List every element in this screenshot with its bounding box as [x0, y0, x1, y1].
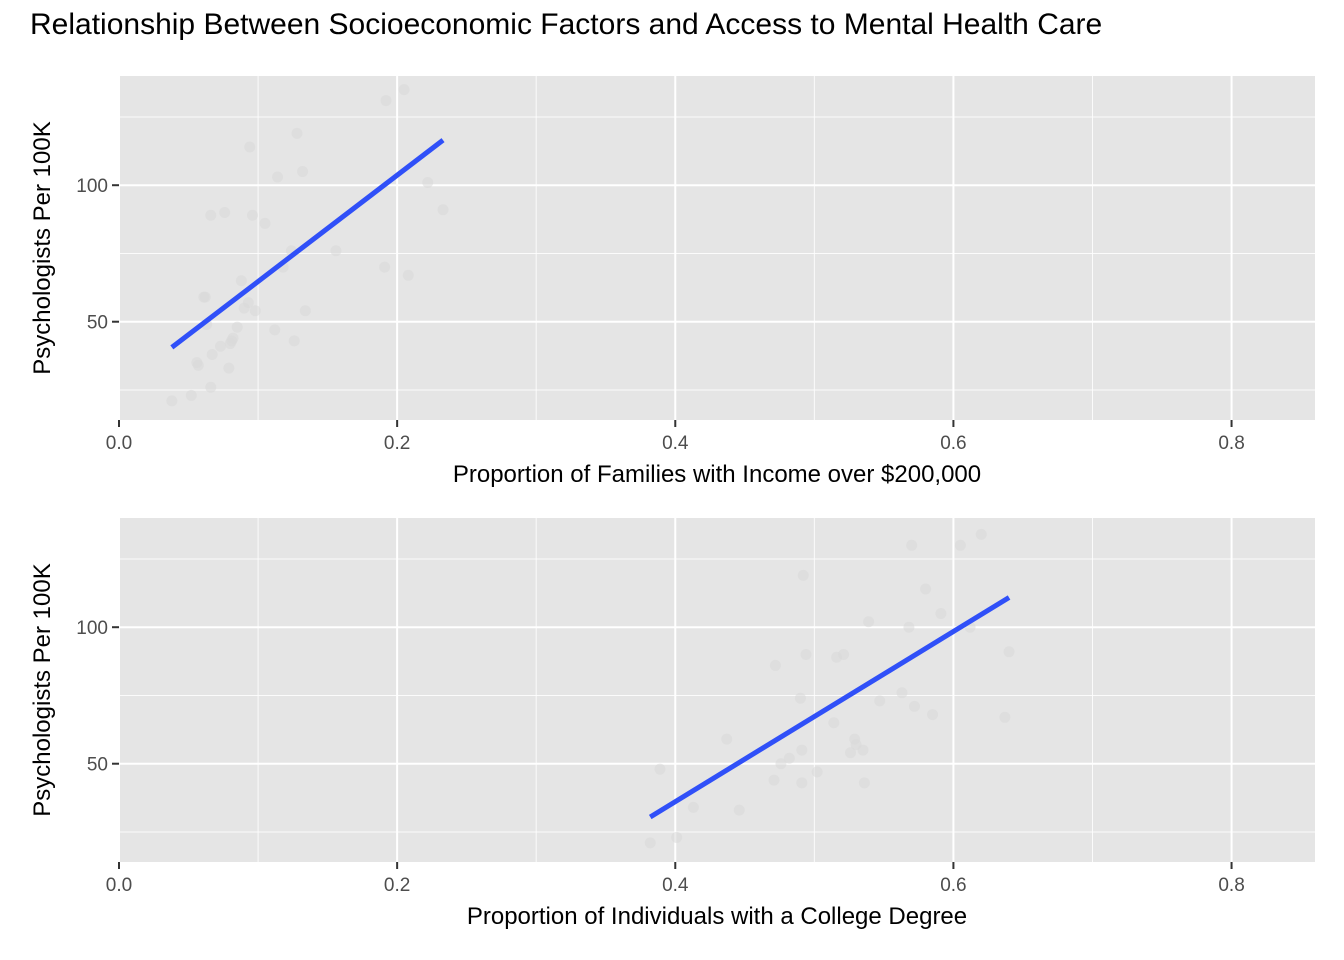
regression-line [170, 138, 445, 350]
y-axis-title: Psychologists Per 100K [29, 121, 56, 374]
data-point [247, 209, 259, 221]
data-point [242, 297, 254, 309]
data-point [863, 616, 875, 628]
data-point [796, 777, 808, 789]
data-point [906, 539, 918, 551]
data-point [768, 774, 780, 786]
data-point [223, 362, 235, 374]
y-axis-title: Psychologists Per 100K [29, 563, 56, 816]
plot-background [119, 518, 1315, 862]
data-point [1003, 646, 1015, 658]
x-tick-label: 0.2 [384, 433, 410, 454]
x-tick-label: 0.4 [662, 433, 689, 454]
data-point [733, 804, 745, 816]
y-tick-label: 100 [76, 618, 108, 639]
x-axis-title: Proportion of Individuals with a College… [467, 903, 967, 930]
x-tick-label: 0.4 [662, 875, 689, 896]
x-axis-title: Proportion of Families with Income over … [453, 461, 981, 488]
chart-title: Relationship Between Socioeconomic Facto… [30, 8, 1103, 41]
data-point [330, 245, 342, 257]
data-point [687, 801, 699, 813]
data-point [954, 539, 966, 551]
data-point [299, 305, 311, 317]
x-tick-label: 0.2 [384, 875, 410, 896]
data-point [975, 528, 987, 540]
data-point [205, 381, 217, 393]
data-point [288, 335, 300, 347]
panel-1: 0.0 0.2 0.4 0.6 0.8 50 100 Proportion of Famili… [29, 76, 1315, 488]
x-tick-label: 0.6 [940, 875, 966, 896]
data-point [644, 837, 656, 849]
plot-background [119, 76, 1315, 420]
regression-line [648, 595, 1011, 820]
data-point [794, 692, 806, 704]
data-point [249, 305, 261, 317]
data-point [402, 269, 414, 281]
data-point [185, 389, 197, 401]
panel-2: 0.0 0.2 0.4 0.6 0.8 50 100 Proportion of Indivi… [29, 518, 1315, 930]
data-point [297, 166, 309, 178]
data-point [166, 395, 178, 407]
data-point [235, 275, 247, 287]
data-point [259, 217, 271, 229]
data-point [800, 649, 812, 661]
data-point [422, 176, 434, 188]
data-point [219, 207, 231, 219]
data-point [935, 608, 947, 620]
data-point [927, 709, 939, 721]
data-point [769, 659, 781, 671]
data-point [206, 348, 218, 360]
data-point [721, 733, 733, 745]
data-point [671, 831, 683, 843]
data-point [227, 332, 239, 344]
data-point [828, 717, 840, 729]
data-point [775, 758, 787, 770]
data-point [272, 171, 284, 183]
data-point [398, 84, 410, 96]
data-point [291, 127, 303, 139]
data-point [231, 321, 243, 333]
y-tick-label: 50 [87, 313, 108, 334]
data-point [379, 261, 391, 273]
data-point [908, 700, 920, 712]
data-point [192, 359, 204, 371]
x-tick-label: 0.0 [106, 433, 132, 454]
data-point [857, 744, 869, 756]
data-point [797, 569, 809, 581]
data-point [215, 340, 227, 352]
data-point [999, 711, 1011, 723]
data-point [838, 649, 850, 661]
data-point [874, 695, 886, 707]
data-point [437, 204, 449, 216]
data-point [205, 209, 217, 221]
data-point [380, 95, 392, 107]
data-point [244, 141, 256, 153]
data-point [783, 752, 795, 764]
x-tick-label: 0.8 [1218, 433, 1244, 454]
data-point [199, 291, 211, 303]
y-tick-label: 100 [76, 176, 108, 197]
data-point [796, 744, 808, 756]
x-tick-label: 0.0 [106, 875, 132, 896]
data-point [811, 766, 823, 778]
data-point [896, 687, 908, 699]
y-tick-label: 50 [87, 755, 108, 776]
x-tick-label: 0.6 [940, 433, 966, 454]
data-point [920, 583, 932, 595]
x-tick-label: 0.8 [1218, 875, 1244, 896]
data-point [858, 777, 870, 789]
data-point [903, 621, 915, 633]
data-point [269, 324, 281, 336]
data-point [845, 747, 857, 759]
data-point [654, 763, 666, 775]
